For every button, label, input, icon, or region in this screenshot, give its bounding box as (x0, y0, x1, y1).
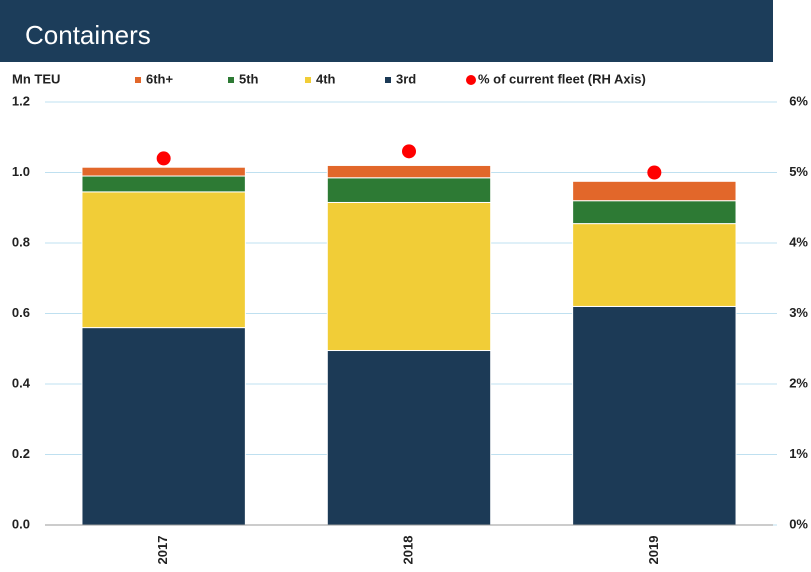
x-tick-label: 2017 (155, 536, 170, 565)
bar (326, 350, 492, 526)
y-tick-label: 0.4 (12, 375, 31, 390)
y-axis-label: Mn TEU (12, 71, 60, 86)
legend-marker (228, 77, 234, 83)
bar (572, 223, 737, 307)
bar (572, 200, 737, 225)
header-band (0, 0, 773, 62)
bar (572, 305, 737, 526)
legend-marker (135, 77, 141, 83)
dot (647, 165, 662, 180)
y-tick-label: 0.0 (12, 516, 30, 531)
bar (326, 201, 492, 352)
x-tick-label: 2019 (646, 536, 661, 565)
legend-marker (385, 77, 391, 83)
y2-tick-label: 1% (789, 446, 808, 461)
y2-tick-label: 5% (789, 164, 808, 179)
y-tick-label: 0.2 (12, 446, 30, 461)
y2-tick-label: 6% (789, 93, 808, 108)
bar (572, 180, 737, 202)
y2-tick-label: 2% (789, 375, 808, 390)
bar (81, 166, 246, 177)
dot (402, 144, 416, 159)
legend-marker (466, 75, 476, 85)
dot (156, 151, 171, 166)
legend-label: 6th+ (146, 71, 174, 86)
bar (81, 191, 246, 329)
y-tick-label: 0.8 (12, 234, 30, 249)
legend-marker (305, 77, 311, 83)
legend-label: 4th (316, 71, 336, 86)
y-tick-label: 1.2 (12, 93, 30, 108)
legend-label: % of current fleet (RH Axis) (478, 71, 646, 86)
chart-title: Containers (25, 20, 151, 50)
y2-tick-label: 0% (789, 516, 808, 531)
y2-tick-label: 4% (789, 234, 808, 249)
legend-label: 5th (239, 71, 259, 86)
x-tick-label: 2018 (400, 536, 415, 565)
bar (81, 175, 246, 193)
legend-label: 3rd (396, 71, 416, 86)
bar (326, 177, 492, 203)
bar (81, 327, 246, 526)
y-tick-label: 1.0 (12, 164, 30, 179)
y-tick-label: 0.6 (12, 305, 30, 320)
y2-tick-label: 3% (789, 305, 808, 320)
bar (326, 164, 492, 179)
